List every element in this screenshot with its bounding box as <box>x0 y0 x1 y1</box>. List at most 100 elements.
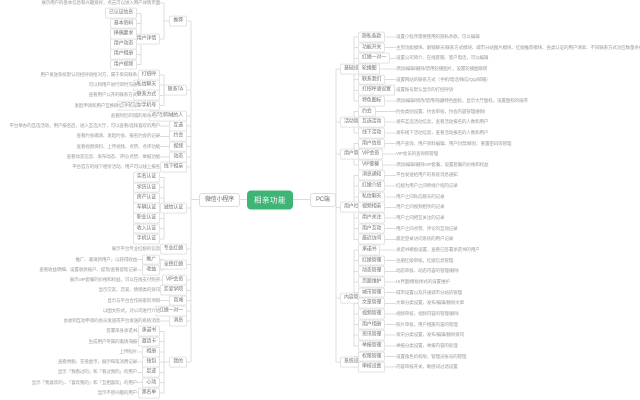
topic-left-d2[interactable]: 实名认证 <box>132 172 160 183</box>
topic-right-d2[interactable]: 视频管理 <box>358 308 386 320</box>
topic-note: 红娘为用户之间牵线介绍的记录 <box>396 183 458 190</box>
topic-right-d2[interactable]: 承诺书 <box>358 244 381 256</box>
topic-left-d2[interactable]: 承诺书 <box>137 325 160 337</box>
topic-left-d2[interactable]: 黑名单 <box>137 387 160 399</box>
topic-right-d2[interactable]: 视频相亲 <box>358 202 386 213</box>
topic-right-d2[interactable]: 消息通知 <box>358 170 386 181</box>
topic-left-d3[interactable]: 用户视频 <box>109 59 137 70</box>
topic-note: 上传照片 <box>119 348 137 355</box>
topic-note: 用户发送系统默认的招呼语给对方，属于单向联系 <box>40 71 137 78</box>
topic-right-d2[interactable]: 页面维护 <box>358 276 386 288</box>
topic-left-d1[interactable]: 推荐 <box>169 15 187 27</box>
topic-note: 添加/编辑/修改/禁用/隐藏特色图标，显示大厅图标，设置图标的排序 <box>396 97 528 104</box>
root-left-branch[interactable]: 微信小程序 <box>198 192 240 207</box>
topic-left-d2[interactable]: 手机认证 <box>132 233 160 245</box>
topic-right-d2[interactable]: 隐私条款 <box>358 31 386 43</box>
topic-left-d1[interactable]: VIP会员 <box>161 274 187 286</box>
topic-right-d2[interactable]: VIP套餐 <box>358 159 384 171</box>
topic-note: 用户之间视频相亲的记录 <box>396 204 445 211</box>
topic-note: 城市设置以及开通城市分站的管理 <box>396 289 462 296</box>
topic-note: 资讯分类设置，发布/编辑/删除资讯 <box>396 332 465 339</box>
topic-note: 内容审核开关，敏感词过滤设置 <box>396 364 458 371</box>
topic-left-d1[interactable]: 动态 <box>169 151 187 163</box>
topic-left-d2[interactable]: 心动 <box>142 377 160 388</box>
topic-left-d1[interactable]: 恋爱学院 <box>159 284 187 296</box>
topic-right-d2[interactable]: 红娘管理 <box>358 255 386 267</box>
topic-left-d2[interactable]: 职业认证 <box>132 213 160 224</box>
topic-right-d2[interactable]: 互选活动 <box>358 116 386 128</box>
topic-left-d1[interactable]: 联系TA <box>163 84 187 96</box>
topic-left-d2[interactable]: 用户详情 <box>132 33 160 45</box>
topic-note: 照片审核，用户相册内容的管理 <box>396 321 458 328</box>
topic-note: 文章分类设置，发布/编辑/删除文章 <box>396 300 465 307</box>
topic-right-d2[interactable]: 轮播图 <box>358 63 381 75</box>
topic-right-d2[interactable]: 最近访问 <box>358 233 386 245</box>
topic-right-d2[interactable]: 城市管理 <box>358 287 386 298</box>
topic-note: 用户查询、用户资料编辑、用户封禁/解封、重置密码等管理 <box>396 140 512 147</box>
topic-note: 动态审核、动态内容的管理/删除 <box>396 268 459 275</box>
topic-note: 视频审核，视频内容的管理/删除 <box>396 310 459 317</box>
topic-left-d2[interactable]: 足迹 <box>142 366 160 378</box>
topic-left-d3[interactable]: 已认证信息 <box>104 7 137 19</box>
topic-left-d2[interactable]: 收益 <box>142 264 160 276</box>
topic-note: 设置账号默认显示的打招呼语 <box>396 87 454 94</box>
topic-left-d1[interactable]: 消息 <box>169 315 187 327</box>
topic-left-d1[interactable]: 商城 <box>169 295 187 306</box>
topic-right-d2[interactable]: 线下活动 <box>358 127 386 139</box>
root-right-branch[interactable]: PC端 <box>310 192 336 207</box>
topic-note: 生成用户专属的邀请海报 <box>88 338 137 345</box>
topic-left-d2[interactable]: 推广 <box>142 254 160 265</box>
topic-right-d2[interactable]: 用户互动 <box>358 223 386 235</box>
topic-right-d2[interactable]: 用户信息 <box>358 138 386 149</box>
topic-right-d2[interactable]: 约会 <box>358 106 376 117</box>
topic-note: 平台官方的线下相亲活动，用户可以线上报名 <box>72 164 160 171</box>
topic-left-d3[interactable]: 用户动态 <box>109 38 137 50</box>
topic-right-d2[interactable]: 红娘一对一 <box>358 52 391 64</box>
topic-note: 签署单身承诺书 <box>106 328 137 335</box>
topic-right-d2[interactable]: 特色图标 <box>358 95 386 107</box>
topic-left-d1[interactable]: 全民红娘 <box>159 259 187 270</box>
topic-right-d2[interactable]: 红娘介绍 <box>358 180 386 192</box>
topic-note: UI界面/模板样式的设置维护 <box>396 278 450 285</box>
topic-right-d2[interactable]: 打招呼语设置 <box>358 84 395 96</box>
topic-note: 发起申请和用户互换微信/手机号 <box>74 102 137 109</box>
topic-left-d3[interactable]: 择偶要求 <box>109 28 137 40</box>
central-topic[interactable]: 相亲功能 <box>247 190 293 209</box>
topic-left-d3[interactable]: 基本资料 <box>109 18 137 29</box>
topic-right-d2[interactable]: 动态管理 <box>358 265 386 277</box>
topic-left-d1[interactable]: 互选 <box>169 120 187 132</box>
topic-left-d2[interactable]: 相册 <box>142 346 160 358</box>
topic-right-d2[interactable]: 资讯管理 <box>358 329 386 341</box>
topic-right-d2[interactable]: 联系我们 <box>358 74 386 85</box>
topic-left-d2[interactable]: 钱包 <box>142 356 160 368</box>
topic-note: 用户之间点赞、评论的互动记录 <box>396 225 458 232</box>
topic-left-d1[interactable]: 约会 <box>169 131 187 142</box>
topic-right-d2[interactable]: 私信聊天 <box>358 191 386 203</box>
topic-left-d1[interactable]: 我的 <box>169 356 187 368</box>
topic-left-d2[interactable]: 房产认证 <box>132 192 160 204</box>
topic-note: 用户之间私信聊天的记录 <box>396 193 445 200</box>
topic-note: 添加/编辑/删除VIP套餐，设置套餐的价格和权益 <box>396 161 489 168</box>
topic-right-d2[interactable]: 用户相册 <box>358 319 386 330</box>
topic-right-d2[interactable]: 权限管理 <box>358 351 386 362</box>
topic-left-d1[interactable]: 诚信认证 <box>159 202 187 214</box>
topic-left-d2[interactable]: 收入认证 <box>132 223 160 235</box>
topic-left-d1[interactable]: 线下相亲 <box>159 161 187 173</box>
topic-right-d2[interactable]: 功能开关 <box>358 42 386 54</box>
topic-left-d3[interactable]: 用户相册 <box>109 48 137 60</box>
topic-note: 设置角色的权限，管理员账号的管理 <box>396 353 467 360</box>
topic-note: 约会类别设置、约会审核，约会内容管理/删除 <box>396 108 485 115</box>
topic-right-d2[interactable]: VIP会员 <box>358 148 384 160</box>
topic-right-d2[interactable]: 举报管理 <box>358 340 386 352</box>
topic-left-d2[interactable]: 邀请卡 <box>137 336 160 347</box>
topic-left-d2[interactable]: 学历认证 <box>132 182 160 194</box>
topic-left-d1[interactable]: 专业红娘 <box>159 243 187 255</box>
topic-right-d2[interactable]: 用户关注 <box>358 212 386 224</box>
topic-left-d2[interactable]: 车辆认证 <box>132 202 160 214</box>
topic-right-d2[interactable]: 文章管理 <box>358 297 386 309</box>
topic-note: 主页功能模块、解锁聊天/联系方式模块、城市分站图片模块、红娘推荐模块、各类认证的… <box>396 44 640 51</box>
topic-right-d2[interactable]: 审核设置 <box>358 361 386 373</box>
topic-left-d1[interactable]: 视频 <box>169 141 187 152</box>
topic-left-d2[interactable]: 打招呼 <box>137 69 160 81</box>
